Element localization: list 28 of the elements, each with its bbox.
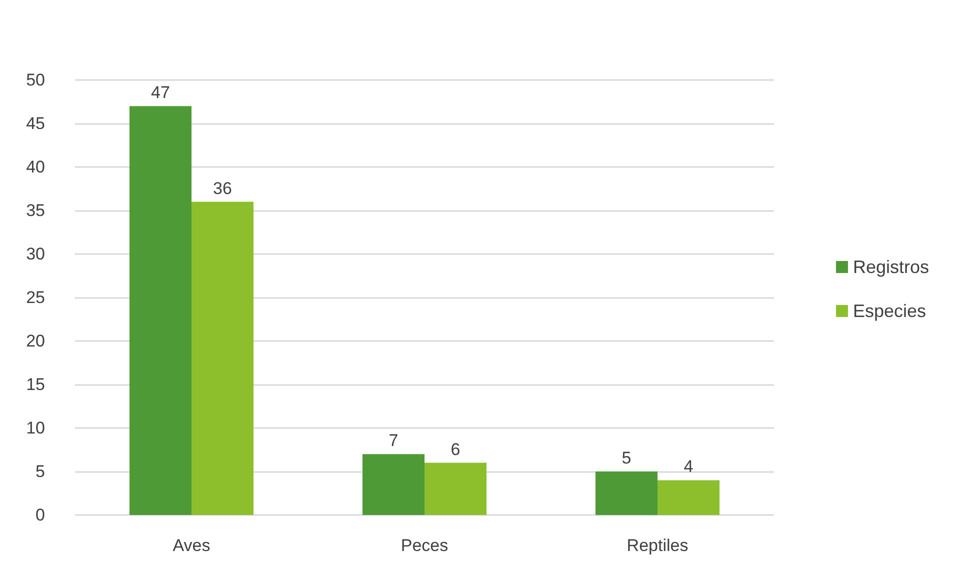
y-tick-label: 5 [36,462,45,481]
data-label: 5 [622,448,632,468]
y-tick-label: 10 [26,418,45,438]
y-tick-label: 30 [26,244,45,264]
legend-label: Especies [852,301,926,321]
bar [596,472,658,515]
y-tick-label: 50 [26,70,45,90]
data-label: 6 [450,440,460,459]
x-tick-label: Aves [172,536,210,555]
y-tick-label: 45 [26,114,45,133]
y-tick-label: 25 [26,288,45,307]
bar [362,454,424,515]
y-tick-label: 20 [26,332,45,350]
y-tick-label: 35 [26,201,45,220]
bar [192,202,254,515]
data-label: 36 [213,178,232,198]
y-tick-label: 15 [26,375,45,394]
legend-label: Registros [852,257,930,277]
bar [130,106,192,515]
data-label: 4 [684,457,694,476]
bar [424,462,486,515]
x-tick-label: Reptiles [626,536,688,555]
data-label: 47 [151,83,170,102]
bar [658,480,720,515]
y-tick-label: 0 [36,506,45,524]
y-tick-label: 40 [26,158,45,176]
data-label: 7 [388,431,398,450]
x-tick-label: Peces [400,536,448,555]
